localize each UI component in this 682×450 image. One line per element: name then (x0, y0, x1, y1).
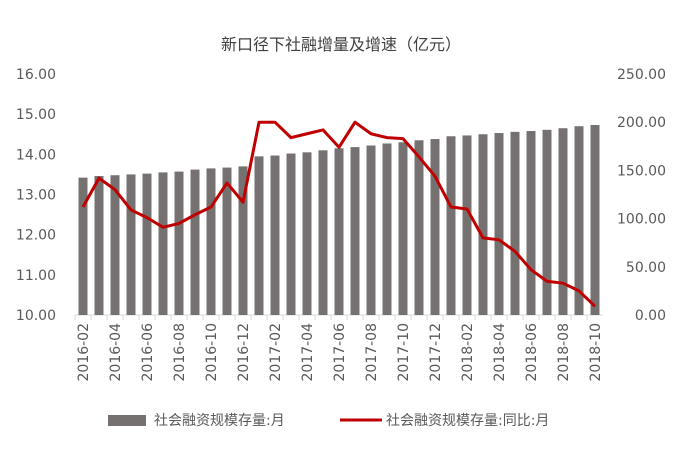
legend-label: 社会融资规模存量:月 (154, 413, 285, 429)
bar (302, 152, 312, 315)
bar (446, 136, 456, 315)
y2-tick-label: 100.00 (617, 212, 666, 228)
x-tick-label: 2018-08 (556, 323, 572, 382)
y2-tick-label: 200.00 (617, 115, 666, 131)
y-tick-label: 14.00 (16, 147, 56, 163)
bar (238, 166, 248, 315)
x-tick-label: 2017-04 (300, 323, 316, 382)
x-tick-label: 2016-10 (204, 323, 220, 382)
bar (398, 142, 408, 315)
bar (318, 150, 328, 315)
bar (286, 153, 296, 315)
bar (206, 168, 216, 315)
bar (334, 148, 344, 315)
bar (558, 128, 568, 315)
bar (478, 134, 488, 315)
bar (350, 147, 360, 315)
x-tick-label: 2018-06 (524, 323, 540, 382)
y-tick-label: 16.00 (16, 67, 56, 83)
bar (254, 156, 264, 315)
x-tick-label: 2016-06 (140, 323, 156, 382)
bar (158, 172, 168, 315)
x-tick-label: 2018-04 (492, 323, 508, 382)
bar (382, 143, 392, 315)
y-tick-label: 13.00 (16, 188, 56, 204)
bar (494, 133, 504, 315)
x-tick-label: 2017-08 (364, 323, 380, 382)
bar (542, 129, 552, 315)
x-tick-label: 2017-02 (268, 323, 284, 382)
y2-tick-label: 150.00 (617, 163, 666, 179)
bar (462, 135, 472, 315)
legend-swatch (108, 415, 146, 426)
y-tick-label: 10.00 (16, 308, 56, 324)
legend-label: 社会融资规模存量:同比:月 (386, 413, 549, 429)
y-tick-label: 15.00 (16, 107, 56, 123)
line (81, 120, 597, 308)
bar (366, 145, 376, 315)
bar (110, 175, 120, 315)
x-tick-label: 2016-08 (172, 323, 188, 382)
bar (574, 126, 584, 315)
y-tick-label: 12.00 (16, 228, 56, 244)
y2-tick-label: 50.00 (626, 260, 666, 276)
x-tick-label: 2018-02 (460, 323, 476, 382)
bar (510, 131, 520, 315)
bar (94, 176, 104, 315)
x-tick-label: 2016-04 (108, 323, 124, 382)
y-tick-label: 11.00 (16, 268, 56, 284)
bar (78, 177, 88, 315)
x-tick-label: 2017-06 (332, 323, 348, 382)
chart-title: 新口径下社融增量及增速（亿元） (221, 35, 461, 54)
x-tick-label: 2017-10 (396, 323, 412, 382)
bar (222, 167, 232, 315)
bar (126, 174, 136, 315)
x-tick-label: 2018-10 (588, 323, 604, 382)
x-tick-label: 2016-12 (236, 323, 252, 382)
bar (414, 140, 424, 315)
bar (590, 125, 600, 316)
x-tick-label: 2016-02 (76, 323, 92, 382)
y2-tick-label: 250.00 (617, 67, 666, 83)
bar (142, 173, 152, 315)
bar (270, 155, 280, 315)
y2-tick-label: 0.00 (635, 308, 666, 324)
bar (526, 131, 536, 315)
bar (174, 171, 184, 315)
x-tick-label: 2017-12 (428, 323, 444, 382)
bar (190, 169, 200, 315)
bar (430, 139, 440, 315)
